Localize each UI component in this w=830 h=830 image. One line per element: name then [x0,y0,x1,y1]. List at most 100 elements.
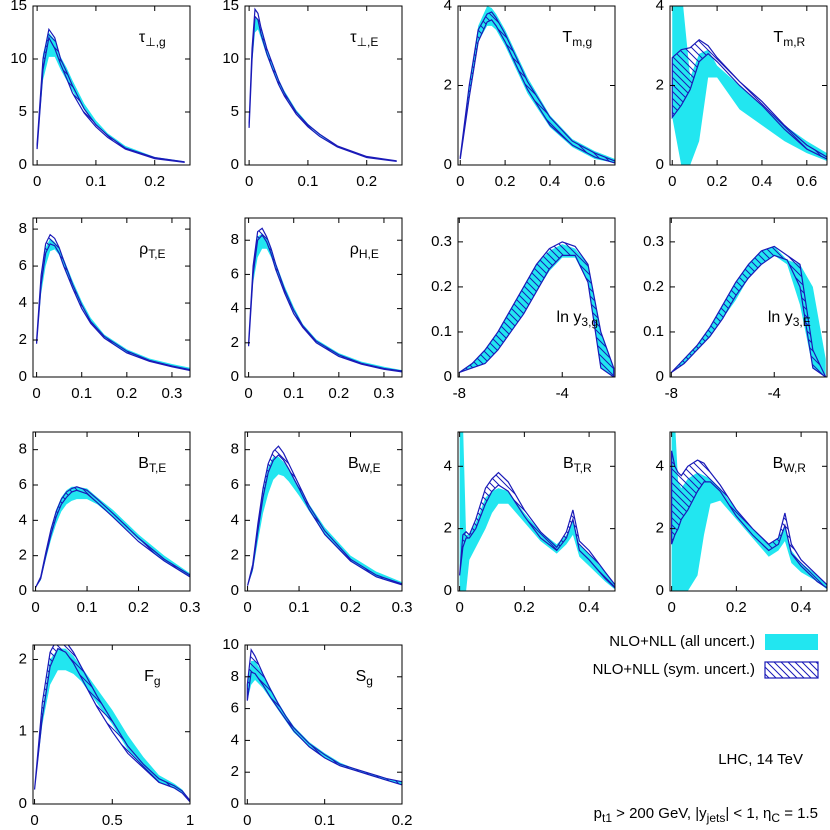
uncertainty-band [672,6,827,165]
y-tick-label: 0 [19,795,27,812]
x-tick-label: 0.1 [297,173,318,190]
label-symbol: ln y [768,309,793,326]
x-tick-label: 0 [33,173,41,190]
x-tick-label: 0.2 [495,173,516,190]
uncertainty-band [671,39,827,160]
x-tick-label: 0 [30,812,38,829]
x-tick-label: 0.4 [791,599,812,616]
y-tick-label: 6 [231,700,239,717]
y-tick-label: 2 [231,547,239,564]
x-tick-label: 0 [455,599,463,616]
label-symbol: τ [139,29,146,46]
panel-label: ρT,E [139,241,165,261]
uncertainty-band [247,660,402,785]
panel: 0 0.1 0.2 0.3 0 2 4 6 8 BT,E [19,431,201,616]
x-tick-label: -8 [453,385,466,402]
x-tick-label: 0.3 [392,599,413,616]
x-tick-label: 0 [245,173,253,190]
subscript: m,g [572,35,592,49]
panel-frame [457,217,616,378]
subscript: 3,E [793,315,811,329]
note: LHC, 14 TeV [718,751,803,768]
panel-frame [32,644,191,805]
plot-area [246,647,402,786]
x-tick-label: 1 [186,812,194,829]
y-tick-label: 0 [444,368,452,385]
uncertainty-band [459,432,615,591]
panel-label: BT,E [138,455,166,475]
y-tick-label: 6 [19,257,27,274]
label-symbol: ρ [350,241,359,258]
uncertainty-band [459,471,615,589]
panel-frame [244,431,403,592]
y-tick-label: 0 [231,582,239,599]
panel-label: Sg [356,668,373,688]
x-tick-label: 0 [456,173,464,190]
panel: 0 0.2 0.4 0 2 4 BT,R [444,431,616,616]
y-tick-label: 8 [19,220,27,237]
uncertainty-band [248,7,397,162]
label-symbol: ln y [557,309,582,326]
y-tick-label: 2 [19,547,27,564]
y-tick-label: 4 [231,511,239,528]
label-symbol: ρ [139,241,148,258]
panel-label: BT,R [563,455,592,475]
subscript: jets [706,811,726,825]
subscript: g [154,674,161,688]
panel: 0 0.2 0.4 0.6 0 2 4 Tm,R [656,0,828,190]
y-tick-label: 0 [444,156,452,173]
panel: 0 0.1 0.2 0 5 10 15 τ⊥,g [10,0,191,190]
uncertainty-band [36,233,190,372]
label-symbol: F [144,668,154,685]
y-tick-label: 8 [231,668,239,685]
subscript: 3,g [581,315,598,329]
x-tick-label: 0.3 [162,385,183,402]
y-tick-label: 4 [444,457,452,474]
panel: 0 0.1 0.2 0.3 0 2 4 6 8 ρT,E [19,217,191,402]
y-tick-label: 4 [231,300,239,317]
subscript: g [366,674,373,688]
subscript: T,E [149,461,166,475]
legend-label: NLO+NLL (all uncert.) [609,633,755,650]
x-tick-label: 0.2 [392,812,413,829]
text-segment: > 200 GeV, |y [612,805,707,822]
label-symbol: B [563,455,574,472]
uncertainty-band [246,647,402,786]
y-tick-label: 0 [231,156,239,173]
panel-frame [32,5,191,166]
x-tick-label: 0.3 [374,385,395,402]
y-tick-label: 8 [19,441,27,458]
y-tick-label: 4 [444,0,452,14]
note: pt1 > 200 GeV, |yjets| < 1, ηC = 1.5 [594,805,818,825]
x-tick-label: 0.1 [71,385,92,402]
y-tick-label: 2 [656,76,664,93]
y-tick-label: 2 [231,334,239,351]
x-tick-label: 0.2 [356,173,377,190]
x-tick-label: 0.1 [77,599,98,616]
panel-label: τ⊥,E [350,29,378,49]
y-tick-label: 0 [231,795,239,812]
y-tick-label: 8 [231,231,239,248]
panel-frame [669,431,828,592]
x-tick-label: 0.5 [102,812,123,829]
x-tick-label: 0 [243,812,251,829]
subscript: W,R [783,461,806,475]
y-tick-label: 0 [19,582,27,599]
y-tick-label: 2 [444,520,452,537]
y-tick-label: 4 [231,731,239,748]
x-tick-label: 0.2 [116,385,137,402]
x-tick-label: 0.4 [579,599,600,616]
x-tick-label: 0.1 [85,173,106,190]
x-tick-label: 0.6 [796,173,817,190]
y-tick-label: 10 [222,50,239,67]
panel-frame [244,644,403,805]
plot-area [36,233,190,372]
y-tick-label: 6 [19,476,27,493]
y-tick-label: 0 [444,582,452,599]
x-tick-label: 0.3 [180,599,201,616]
y-tick-label: 2 [656,520,664,537]
label-symbol: T [773,29,783,46]
panel-label: τ⊥,g [139,29,166,49]
uncertainty-band [671,450,827,589]
uncertainty-band [36,27,185,164]
